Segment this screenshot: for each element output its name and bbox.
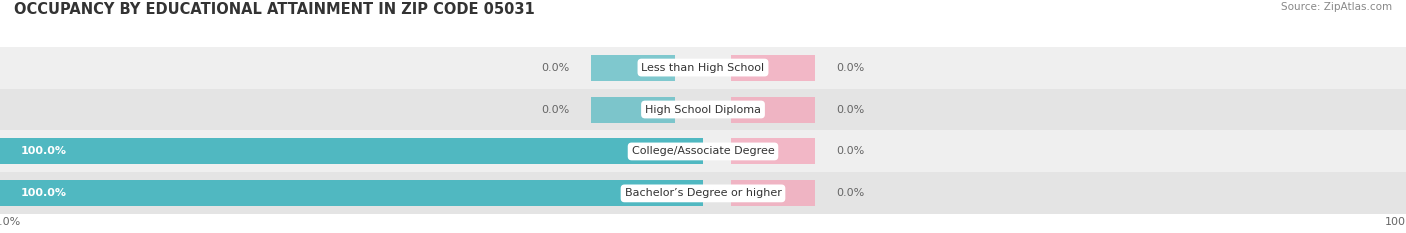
Bar <box>0 47 1406 89</box>
Text: 0.0%: 0.0% <box>837 105 865 114</box>
Text: 0.0%: 0.0% <box>541 105 569 114</box>
Text: 100.0%: 100.0% <box>21 188 67 198</box>
Text: College/Associate Degree: College/Associate Degree <box>631 147 775 156</box>
Text: 0.0%: 0.0% <box>837 63 865 72</box>
Bar <box>0 180 703 206</box>
Bar <box>0 172 1406 214</box>
Bar <box>0 89 1406 130</box>
Text: Bachelor’s Degree or higher: Bachelor’s Degree or higher <box>624 188 782 198</box>
Bar <box>731 55 815 81</box>
Bar <box>731 180 815 206</box>
Text: 0.0%: 0.0% <box>837 147 865 156</box>
Bar <box>731 138 815 164</box>
Text: Source: ZipAtlas.com: Source: ZipAtlas.com <box>1281 2 1392 12</box>
Bar <box>591 55 675 81</box>
Text: OCCUPANCY BY EDUCATIONAL ATTAINMENT IN ZIP CODE 05031: OCCUPANCY BY EDUCATIONAL ATTAINMENT IN Z… <box>14 2 534 17</box>
Bar <box>731 96 815 123</box>
Text: 0.0%: 0.0% <box>837 188 865 198</box>
Bar <box>0 130 1406 172</box>
Text: High School Diploma: High School Diploma <box>645 105 761 114</box>
Text: Less than High School: Less than High School <box>641 63 765 72</box>
Bar <box>0 138 703 164</box>
Bar <box>591 96 675 123</box>
Text: 0.0%: 0.0% <box>541 63 569 72</box>
Text: 100.0%: 100.0% <box>21 147 67 156</box>
